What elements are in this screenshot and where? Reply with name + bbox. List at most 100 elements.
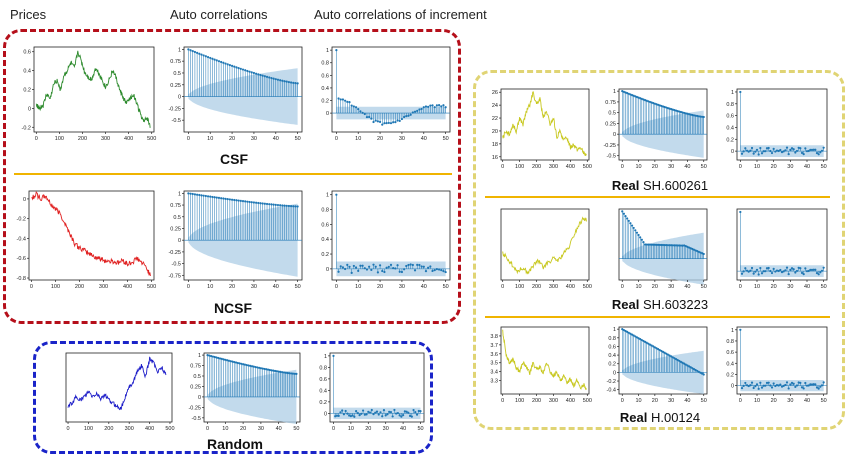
acf-point [359, 110, 362, 113]
acf-point [365, 115, 369, 119]
y-tick-label: 1 [613, 89, 616, 95]
acf-point [220, 197, 223, 200]
acf-point [802, 273, 805, 276]
x-tick-label: 50 [701, 164, 707, 170]
x-tick-label: 500 [583, 398, 592, 404]
acf-point [774, 270, 777, 273]
x-tick-label: 20 [365, 426, 371, 432]
acf-point [799, 267, 802, 270]
acf-point [378, 120, 382, 124]
y-tick-label: 1 [326, 48, 329, 54]
acf-point [252, 71, 256, 75]
acf-point [814, 148, 817, 151]
acf-point [759, 266, 762, 270]
acf-point [653, 346, 656, 349]
y-tick-label: 0.8 [726, 102, 734, 108]
plot-frame [183, 46, 303, 133]
acf-point [635, 336, 639, 339]
y-tick-label: -0.8 [17, 276, 26, 282]
acf-point [749, 149, 752, 152]
x-tick-label: 50 [821, 284, 827, 290]
x-tick-label: 0 [501, 164, 504, 170]
acf-point [392, 121, 395, 124]
acf-point [337, 97, 340, 100]
price-series-line [35, 50, 151, 128]
acf-point [745, 384, 749, 387]
acf-point [800, 151, 804, 155]
acf-point [420, 107, 423, 111]
acf-point [189, 192, 192, 195]
acf-point [202, 54, 205, 57]
acf-point [400, 415, 403, 418]
acf-point [780, 271, 784, 274]
y-tick-label: 0.4 [608, 353, 616, 359]
acf-point [442, 104, 445, 107]
acf-point [265, 75, 269, 78]
x-tick-label: 40 [804, 398, 810, 404]
acf-point [361, 264, 364, 267]
acf-point [795, 269, 799, 273]
y-tick-label: 20 [492, 129, 498, 135]
acf-point [739, 328, 742, 331]
acf-point [420, 265, 423, 268]
acf-point [427, 266, 430, 269]
y-tick-label: 0.2 [23, 88, 31, 94]
acf-point [805, 270, 809, 273]
acf-point [211, 355, 214, 358]
x-tick-label: 50 [295, 284, 301, 290]
acf-point [666, 244, 669, 247]
acf-point [370, 268, 373, 272]
acf-point [288, 372, 291, 375]
acf-point [289, 81, 293, 84]
csf-increment-acf-chart: 00.20.40.60.810 10 20 30 40 50 [321, 46, 451, 142]
acf-point [679, 244, 683, 247]
acf-point [237, 199, 240, 202]
y-tick-label: 0 [731, 149, 734, 155]
acf-point [752, 386, 755, 390]
acf-point [747, 150, 750, 153]
y-tick-label: 0.5 [193, 374, 201, 380]
real-h00124-label: Real H.00124 [600, 410, 720, 425]
acf-point [660, 243, 663, 247]
y-tick-label: -0.4 [17, 236, 26, 242]
y-tick-label: 1 [178, 191, 181, 197]
acf-point [230, 64, 234, 67]
acf-point [822, 381, 825, 384]
acf-point [699, 115, 702, 118]
acf-point [357, 269, 360, 272]
acf-point [645, 243, 648, 246]
acf-point [416, 263, 419, 266]
acf-point [368, 265, 371, 268]
acf-point [433, 269, 436, 272]
y-tick-label: 0 [23, 197, 26, 203]
x-tick-label: 0 [187, 284, 190, 290]
acf-point [282, 371, 286, 374]
acf-point [790, 381, 794, 384]
acf-point [405, 264, 408, 268]
acf-point [360, 412, 363, 415]
acf-point [248, 70, 251, 73]
acf-point [422, 106, 425, 109]
x-tick-label: 50 [417, 426, 423, 432]
acf-point [413, 110, 417, 113]
acf-point [697, 115, 700, 118]
acf-point [674, 244, 678, 247]
x-tick-label: 30 [399, 284, 405, 290]
x-tick-label: 0 [739, 398, 742, 404]
acf-point [239, 67, 242, 70]
acf-point [258, 366, 261, 369]
acf-point [424, 105, 428, 108]
acf-point [206, 353, 209, 357]
acf-point [341, 98, 345, 101]
acf-point [213, 355, 216, 359]
acf-point [350, 271, 353, 275]
acf-point [777, 149, 780, 153]
header-auto-correlations: Auto correlations [170, 7, 268, 22]
x-tick-label: 50 [443, 136, 449, 142]
acf-point [270, 369, 273, 372]
acf-point [673, 244, 676, 247]
x-tick-label: 20 [652, 398, 658, 404]
acf-point [652, 243, 655, 246]
acf-point [429, 104, 432, 107]
